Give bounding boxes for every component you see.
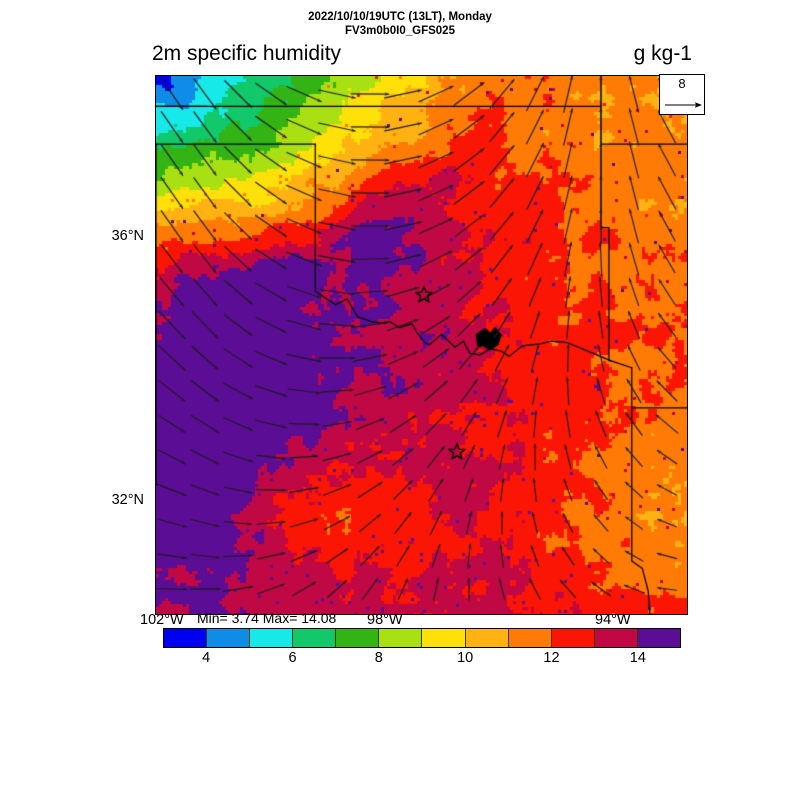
x-axis-tick-102w: 102°W [140,612,184,628]
minmax-annotation: Min= 3.74 Max= 14.08 [197,610,337,626]
colorbar-cell [551,629,595,647]
colorbar-tick-8: 8 [374,650,383,666]
colorbar-cell [422,629,466,647]
y-axis-tick-32n: 32°N [111,492,144,508]
humidity-heatmap-canvas [156,76,687,614]
colorbar-tick-6: 6 [288,650,297,666]
colorbar-cells [163,628,681,648]
map-plot-area[interactable] [155,75,688,615]
colorbar-cell [164,629,208,647]
colorbar[interactable] [163,628,681,648]
x-axis-tick-98w: 98°W [367,612,403,628]
colorbar-tick-14: 14 [629,650,646,666]
colorbar-tick-12: 12 [543,650,560,666]
colorbar-cell [250,629,294,647]
units-label: g kg-1 [633,42,692,65]
colorbar-cell [465,629,509,647]
arrow-right-icon [665,102,702,108]
colorbar-cell [207,629,251,647]
chart-timestamp-title: 2022/10/10/19UTC (13LT), Monday [308,11,492,23]
page-title: 2m specific humidity [152,42,342,65]
y-axis-tick-36n: 36°N [111,228,144,244]
chart-model-subtitle: FV3m0b0I0_GFS025 [345,25,455,37]
wind-vector-legend: 8 [659,74,705,115]
colorbar-cell [379,629,423,647]
colorbar-tick-4: 4 [202,650,211,666]
colorbar-tick-10: 10 [457,650,474,666]
colorbar-cell [508,629,552,647]
x-axis-tick-94w: 94°W [595,612,631,628]
chart-header: 2022/10/10/19UTC (13LT), Monday FV3m0b0I… [0,10,800,38]
colorbar-cell [293,629,337,647]
colorbar-cell [637,629,680,647]
colorbar-cell [594,629,638,647]
colorbar-cell [336,629,380,647]
wind-legend-value: 8 [678,76,686,91]
